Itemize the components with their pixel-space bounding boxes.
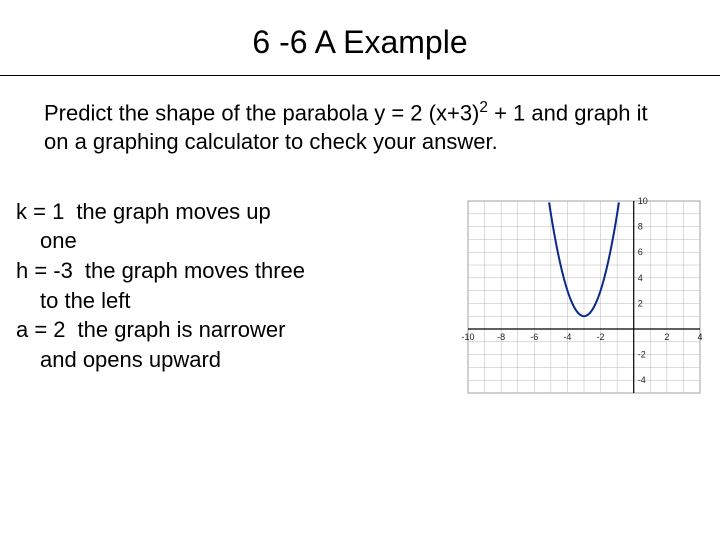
explanation-cont: to the left	[16, 286, 436, 316]
explanation-label: h = -3	[16, 256, 73, 286]
svg-text:2: 2	[638, 298, 643, 308]
svg-text:-2: -2	[638, 349, 646, 359]
explanation-row: a = 2 the graph is narrower	[16, 315, 436, 345]
prompt-prefix: Predict the shape of the parabola y = 2 …	[44, 100, 479, 125]
svg-text:-8: -8	[497, 332, 505, 342]
svg-text:-6: -6	[530, 332, 538, 342]
page-title: 6 -6 A Example	[0, 0, 720, 75]
explanation-label: k = 1	[16, 197, 64, 227]
svg-text:4: 4	[638, 272, 643, 282]
explanation-text: the graph moves up	[64, 197, 270, 227]
svg-text:4: 4	[697, 332, 702, 342]
content-row: k = 1 the graph moves up one h = -3 the …	[0, 157, 720, 407]
explanation-cont: and opens upward	[16, 345, 436, 375]
svg-text:-4: -4	[563, 332, 571, 342]
svg-text:-4: -4	[638, 375, 646, 385]
explanation-text: the graph is narrower	[66, 315, 286, 345]
prompt-superscript: 2	[479, 99, 488, 116]
svg-text:10: 10	[638, 197, 648, 206]
explanation-list: k = 1 the graph moves up one h = -3 the …	[16, 197, 444, 407]
svg-text:2: 2	[664, 332, 669, 342]
explanation-row: h = -3 the graph moves three	[16, 256, 436, 286]
problem-prompt: Predict the shape of the parabola y = 2 …	[0, 76, 720, 157]
explanation-cont: one	[16, 226, 436, 256]
svg-text:8: 8	[638, 221, 643, 231]
explanation-text: the graph moves three	[73, 256, 305, 286]
svg-text:-10: -10	[461, 332, 474, 342]
svg-text:-2: -2	[597, 332, 605, 342]
explanation-label: a = 2	[16, 315, 66, 345]
svg-text:6: 6	[638, 247, 643, 257]
parabola-chart: -10 -8 -6 -4 -2 2 4 -4 -2 2 4 6 8 10	[444, 197, 704, 407]
chart-svg: -10 -8 -6 -4 -2 2 4 -4 -2 2 4 6 8 10	[444, 197, 704, 407]
explanation-row: k = 1 the graph moves up	[16, 197, 436, 227]
